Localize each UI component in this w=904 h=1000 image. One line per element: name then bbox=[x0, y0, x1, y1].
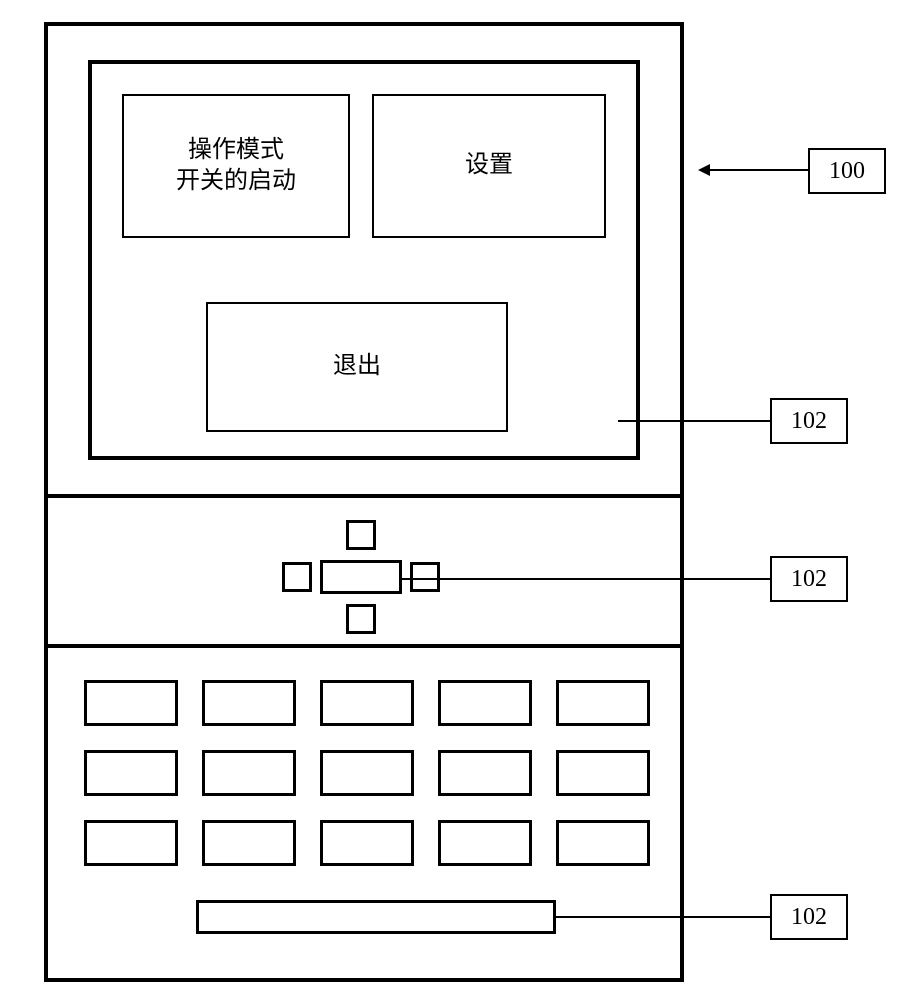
keypad-key[interactable] bbox=[202, 680, 296, 726]
keypad-key[interactable] bbox=[202, 820, 296, 866]
mode-switch-button[interactable]: 操作模式 开关的启动 bbox=[122, 94, 350, 238]
dpad-center-button[interactable] bbox=[320, 560, 402, 594]
dpad-left-button[interactable] bbox=[282, 562, 312, 592]
mode-switch-label-line2: 开关的启动 bbox=[176, 166, 296, 197]
divider-lower bbox=[48, 644, 680, 648]
keypad-key[interactable] bbox=[438, 750, 532, 796]
callout-102-dpad-label: 102 bbox=[791, 566, 827, 593]
keypad-key[interactable] bbox=[556, 750, 650, 796]
keypad-key[interactable] bbox=[202, 750, 296, 796]
dpad-down-button[interactable] bbox=[346, 604, 376, 634]
keypad-key[interactable] bbox=[84, 680, 178, 726]
exit-label: 退出 bbox=[333, 351, 381, 382]
spacebar-button[interactable] bbox=[196, 900, 556, 934]
callout-102-screen-label: 102 bbox=[791, 408, 827, 435]
exit-button[interactable]: 退出 bbox=[206, 302, 508, 432]
callout-100-arrow bbox=[710, 169, 808, 171]
callout-100-label: 100 bbox=[829, 158, 865, 185]
callout-102-dpad-lead bbox=[400, 578, 770, 580]
keypad-key[interactable] bbox=[320, 750, 414, 796]
divider-upper bbox=[48, 494, 680, 498]
keypad-key[interactable] bbox=[84, 820, 178, 866]
dpad-right-button[interactable] bbox=[410, 562, 440, 592]
callout-102-space-label: 102 bbox=[791, 904, 827, 931]
keypad-key[interactable] bbox=[84, 750, 178, 796]
dpad-up-button[interactable] bbox=[346, 520, 376, 550]
keypad-key[interactable] bbox=[320, 680, 414, 726]
callout-102-space-lead bbox=[554, 916, 770, 918]
callout-102-dpad: 102 bbox=[770, 556, 848, 602]
callout-100: 100 bbox=[808, 148, 886, 194]
keypad-key[interactable] bbox=[556, 680, 650, 726]
settings-label: 设置 bbox=[465, 150, 513, 181]
keypad-key[interactable] bbox=[320, 820, 414, 866]
mode-switch-label-line1: 操作模式 bbox=[176, 135, 296, 166]
arrow-head-icon bbox=[698, 164, 710, 176]
callout-102-screen: 102 bbox=[770, 398, 848, 444]
keypad-key[interactable] bbox=[438, 680, 532, 726]
settings-button[interactable]: 设置 bbox=[372, 94, 606, 238]
callout-102-space: 102 bbox=[770, 894, 848, 940]
callout-102-screen-lead bbox=[618, 420, 770, 422]
keypad-key[interactable] bbox=[438, 820, 532, 866]
keypad-key[interactable] bbox=[556, 820, 650, 866]
